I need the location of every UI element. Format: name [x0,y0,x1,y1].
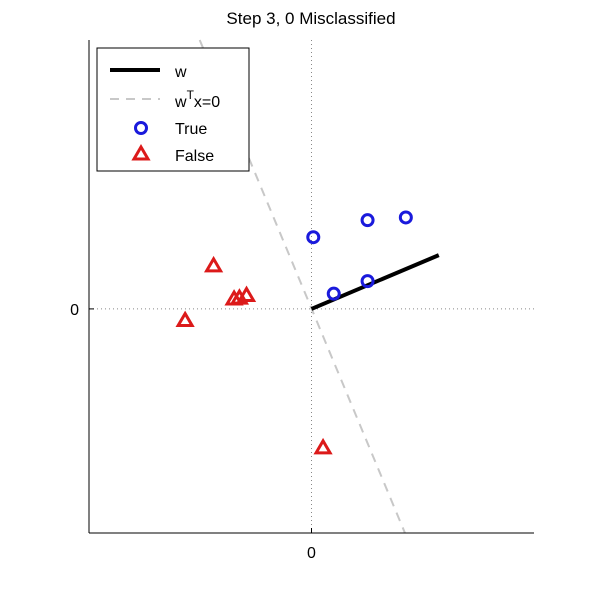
legend-true-marker [134,121,148,135]
false-point [175,310,195,328]
legend-false-marker [131,144,151,161]
true-point [360,274,375,289]
data-points-layer [175,210,413,455]
legend-false-label: False [175,148,214,165]
y-tick-label: 0 [70,302,79,319]
legend-box [96,47,250,172]
false-point [203,255,224,273]
weight-vector-line [310,253,440,311]
true-point [360,213,375,228]
tick-labels: 00 [70,302,316,562]
true-point [326,286,341,301]
false-point [224,289,244,306]
weight-vector-layer [310,253,440,311]
legend-boundary-sup: T [187,88,195,102]
false-point [313,437,333,455]
legend: w wTx=0 True False [96,47,250,172]
x-tick-label: 0 [307,545,316,562]
legend-boundary-label: wTx=0 [174,88,220,111]
legend-boundary-suffix: x=0 [194,94,220,111]
legend-boundary-prefix: w [174,94,187,111]
legend-w-label: w [174,64,187,81]
true-point [306,230,321,245]
legend-true-label: True [175,121,207,138]
true-point [398,210,413,225]
chart-title: Step 3, 0 Misclassified [226,9,395,28]
